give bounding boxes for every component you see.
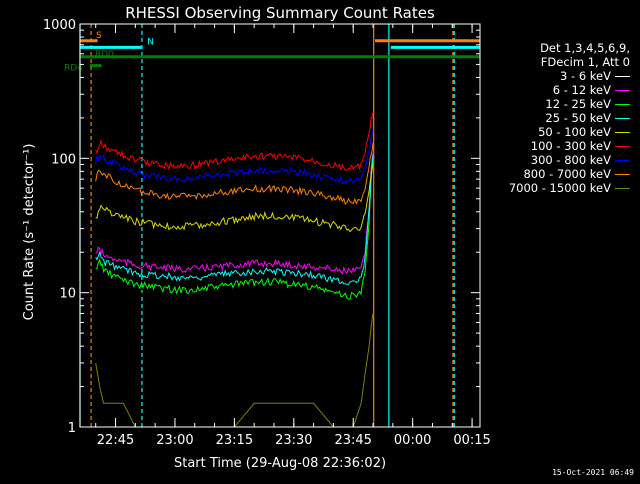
legend-entries: 3 - 6 keV 6 - 12 keV 12 - 25 keV 25 - 50 ke… (486, 69, 630, 195)
series-line-7000-15000-kev (95, 313, 374, 428)
series-line-12-25-kev (95, 158, 374, 300)
x-axis-ticks: 22:45 23:00 23:15 23:30 23:45 00:00 00:15 (95, 24, 491, 448)
series-line-25-50-kev (95, 155, 374, 286)
plot-axes (79, 23, 481, 428)
legend-decimation-line: FDecim 1, Att 0 (540, 55, 630, 69)
generation-timestamp: 15-Oct-2021 06:49 (552, 468, 634, 477)
x-tick-label: 23:00 (156, 433, 193, 448)
x-tick-label: 23:30 (275, 433, 312, 448)
legend-swatch (615, 103, 630, 105)
x-tick-label: 23:15 (216, 433, 253, 448)
legend-entry-label: 100 - 300 keV (530, 139, 611, 153)
legend-entry: 12 - 25 keV (486, 97, 630, 111)
count-rate-series (95, 112, 374, 428)
legend-entry-label: 6 - 12 keV (552, 83, 611, 97)
legend-swatch (615, 187, 630, 189)
flag-label-rd0: RD0 (95, 50, 114, 60)
legend-swatch (615, 75, 630, 77)
legend-entry-label: 7000 - 15000 keV (508, 181, 611, 195)
series-line-6-12-kev (95, 152, 374, 275)
legend-entry-label: 25 - 50 keV (545, 111, 611, 125)
legend-swatch (615, 89, 630, 91)
legend-entry-label: 300 - 800 keV (530, 153, 611, 167)
legend-entry-label: 800 - 7000 keV (523, 167, 611, 181)
series-line-800-7000-kev (95, 142, 374, 205)
y-tick-label: 100 (51, 152, 76, 167)
series-line-3-6-kev (95, 164, 374, 319)
legend-entry: 300 - 800 keV (486, 153, 630, 167)
status-flags: S N RD0 RD4 (64, 31, 480, 74)
legend-detector-line: Det 1,3,4,5,6,9, (540, 41, 630, 55)
y-tick-label: 1000 (43, 18, 76, 33)
legend-swatch (615, 131, 630, 133)
vertical-marker-lines (79, 24, 455, 427)
legend-entry: 25 - 50 keV (486, 111, 630, 125)
legend-swatch (615, 117, 630, 119)
x-tick-label: 22:45 (97, 433, 134, 448)
legend-entry: 3 - 6 keV (486, 69, 630, 83)
legend-swatch (615, 159, 630, 161)
series-line-300-800-kev (95, 129, 374, 185)
chart-title: RHESSI Observing Summary Count Rates (125, 4, 435, 22)
x-tick-label: 00:00 (394, 433, 431, 448)
x-tick-label: 23:45 (334, 433, 371, 448)
flag-label-rd4: RD4 (64, 64, 83, 74)
y-tick-label: 1 (68, 421, 76, 436)
legend-entry: 6 - 12 keV (486, 83, 630, 97)
flag-label-n: N (147, 37, 154, 47)
legend-entry: 800 - 7000 keV (486, 167, 630, 181)
legend-swatch (615, 145, 630, 147)
legend-entry: 100 - 300 keV (486, 139, 630, 153)
series-line-100-300-kev (95, 112, 374, 171)
y-axis-ticks: 1 10 100 1000 (43, 18, 480, 436)
y-tick-label: 10 (59, 287, 76, 302)
legend: Det 1,3,4,5,6,9, FDecim 1, Att 0 3 - 6 k… (486, 41, 630, 195)
legend-entry-label: 50 - 100 keV (538, 125, 611, 139)
legend-entry-label: 12 - 25 keV (545, 97, 611, 111)
flag-label-s: S (96, 31, 102, 41)
legend-entry: 50 - 100 keV (486, 125, 630, 139)
y-axis-label: Count Rate (s⁻¹ detector⁻¹) (22, 144, 37, 321)
plot-frame (79, 23, 481, 428)
legend-entry-label: 3 - 6 keV (560, 69, 611, 83)
legend-entry: 7000 - 15000 keV (486, 181, 630, 195)
series-line-50-100-kev (95, 164, 374, 233)
x-tick-label: 00:15 (453, 433, 490, 448)
x-axis-label: Start Time (29-Aug-08 22:36:02) (174, 456, 386, 471)
legend-swatch (615, 173, 630, 175)
